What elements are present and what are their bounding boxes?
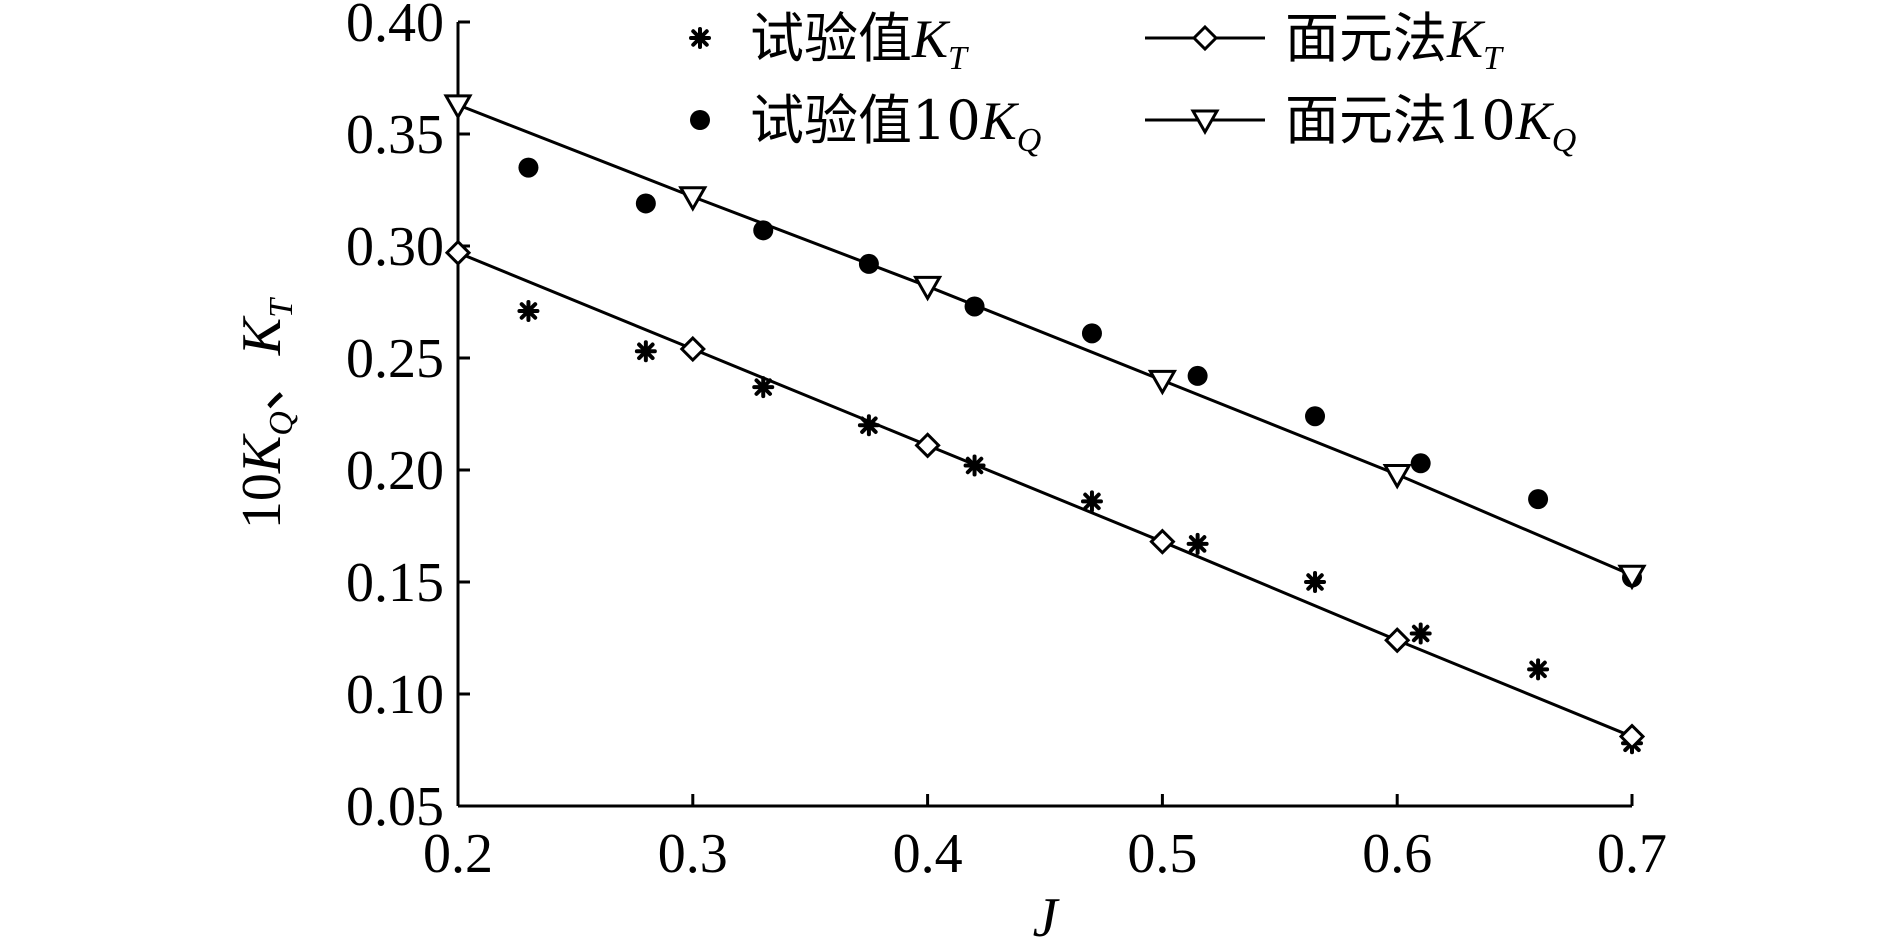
legend-label: 面元法10KQ xyxy=(1285,89,1576,159)
series-3-point xyxy=(1147,369,1177,396)
y-title-k1: K xyxy=(231,433,293,474)
legend-label: 试验值KT xyxy=(750,7,969,77)
legend-marker xyxy=(1191,24,1219,52)
y-title-prefix: 10 xyxy=(231,473,293,529)
series-2 xyxy=(444,239,1646,750)
legend-marker xyxy=(1190,109,1220,136)
y-tick-label: 0.20 xyxy=(346,440,444,502)
y-title-sub-q: Q xyxy=(263,411,300,436)
series-0-point xyxy=(517,299,540,322)
series-1-point xyxy=(635,193,656,214)
series-2-line xyxy=(457,251,1633,738)
series-1-point xyxy=(1187,365,1208,386)
series-0-point xyxy=(634,340,657,363)
y-tick-label: 0.25 xyxy=(346,328,444,390)
series-0-point xyxy=(1409,622,1432,645)
y-axis-title: 10KQ、KT xyxy=(229,297,300,529)
series-3-point xyxy=(443,94,473,120)
legend-item-1: 试验值10KQ xyxy=(690,89,1041,159)
y-tick-label: 0.15 xyxy=(346,552,444,614)
legend-label: 试验值10KQ xyxy=(750,89,1041,159)
legend-label: 面元法KT xyxy=(1285,7,1504,77)
series-2-point xyxy=(1149,528,1176,555)
y-tick-label: 0.40 xyxy=(346,0,444,54)
series-2-point xyxy=(444,239,472,266)
axes: 0.05 0.10 0.15 0.20 0.25 0.30 0.35 0.40 0.2 0.3 0.… xyxy=(346,0,1667,885)
y-tick-label: 0.05 xyxy=(346,776,444,838)
series-0 xyxy=(517,299,1643,755)
series-2-point xyxy=(1384,627,1411,654)
series-1-point xyxy=(1528,489,1549,510)
series-2-point xyxy=(914,432,941,459)
y-title-k2: K xyxy=(231,315,293,356)
x-axis-title: J xyxy=(1033,887,1061,949)
legend-marker xyxy=(690,110,710,130)
series-0-point xyxy=(1080,490,1103,513)
series-3-point xyxy=(678,186,708,212)
y-tick-label: 0.30 xyxy=(346,216,444,278)
series-3-point xyxy=(913,275,943,302)
series-1-point xyxy=(1305,406,1326,427)
series-1-point xyxy=(1410,453,1431,474)
series-1-point xyxy=(518,157,539,178)
series-2-point xyxy=(1618,723,1646,750)
legend-item-0: 试验值KT xyxy=(689,7,969,77)
x-tick-label: 0.3 xyxy=(658,823,728,885)
y-tick-label: 0.35 xyxy=(346,104,444,166)
legend-item-2: 面元法KT xyxy=(1145,7,1504,77)
legend: 试验值KT 试验值10KQ 面元法KT 面元法10KQ xyxy=(689,7,1576,159)
series-2-point xyxy=(679,335,706,363)
series-1 xyxy=(518,157,1642,588)
series-1-point xyxy=(1081,323,1102,344)
series-layer xyxy=(443,94,1647,755)
x-tick-label: 0.4 xyxy=(893,823,963,885)
y-title-sep: 、 xyxy=(229,355,294,411)
y-title-sub-t: T xyxy=(263,297,300,318)
series-0-point xyxy=(752,376,775,399)
y-tick-label: 0.10 xyxy=(346,664,444,726)
series-0-point xyxy=(1527,658,1550,681)
x-tick-label: 0.6 xyxy=(1362,823,1432,885)
x-tick-label: 0.7 xyxy=(1597,823,1667,885)
series-0-point xyxy=(1304,571,1327,593)
x-tick-label: 0.2 xyxy=(423,823,493,885)
series-3-point xyxy=(1617,564,1647,591)
series-3-line xyxy=(457,103,1633,577)
series-3 xyxy=(443,94,1647,591)
series-0-point xyxy=(1186,532,1209,555)
legend-marker xyxy=(689,27,711,49)
legend-item-3: 面元法10KQ xyxy=(1145,89,1576,159)
series-3-point xyxy=(1382,463,1412,490)
x-tick-label: 0.5 xyxy=(1127,823,1197,885)
